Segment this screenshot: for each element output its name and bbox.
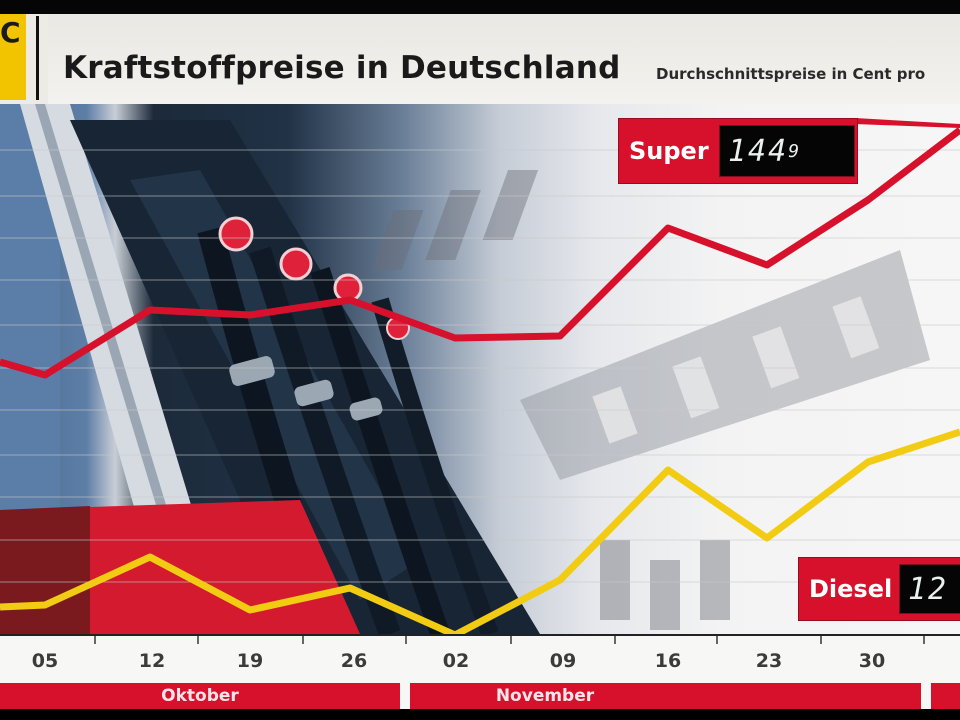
month-separator: [921, 683, 931, 709]
diesel-readout: Diesel 12: [798, 557, 960, 621]
x-tick-label: 23: [755, 650, 783, 672]
x-tick-label: 19: [236, 650, 264, 672]
diesel-label: Diesel: [809, 575, 893, 603]
tick-mark: [197, 636, 199, 644]
x-tick-label: 16: [654, 650, 682, 672]
x-tick-label: 05: [31, 650, 59, 672]
diesel-price-display: 12: [899, 564, 960, 614]
x-tick-label: 12: [138, 650, 166, 672]
super-price-decimal: 9: [788, 140, 802, 162]
super-price-display: 144 9: [719, 125, 855, 177]
month-separator: [400, 683, 410, 709]
month-bar-oktober: Oktober: [0, 683, 400, 709]
tick-mark: [405, 636, 407, 644]
tick-mark: [510, 636, 512, 644]
header-background: [48, 14, 960, 104]
header-divider: [36, 16, 39, 100]
plot-area: [0, 104, 960, 634]
tick-mark: [302, 636, 304, 644]
tick-mark: [923, 636, 925, 644]
super-price-line: [0, 127, 960, 379]
tick-mark: [716, 636, 718, 644]
tick-mark: [94, 636, 96, 644]
bottom-letterbox: [0, 709, 960, 720]
header-bar: [0, 14, 960, 104]
diesel-price-value: 12: [908, 571, 949, 607]
tick-mark: [820, 636, 822, 644]
x-tick-label: 02: [442, 650, 470, 672]
month-bar-next: [931, 683, 960, 709]
super-label: Super: [629, 137, 709, 165]
x-axis: 05 12 19 26 02 09 16 23 30: [0, 634, 960, 684]
month-label: Oktober: [161, 686, 239, 706]
tick-mark: [614, 636, 616, 644]
diesel-price-line: [0, 428, 960, 634]
chart-title: Kraftstoffpreise in Deutschland: [63, 50, 621, 86]
fuel-pump-background-illustration: [0, 104, 960, 634]
super-readout: Super 144 9: [618, 118, 858, 184]
super-price-value: 144: [728, 133, 789, 169]
month-bar-november: November: [410, 683, 921, 709]
chart-subtitle: Durchschnittspreise in Cent pro: [656, 65, 926, 83]
top-letterbox: [0, 0, 960, 14]
logo-badge: C: [0, 14, 26, 100]
x-tick-label: 26: [340, 650, 368, 672]
axis-spacer: [0, 682, 960, 683]
month-label: November: [495, 686, 595, 706]
logo-text: C: [0, 16, 21, 49]
x-tick-label: 30: [858, 650, 886, 672]
x-tick-label: 09: [549, 650, 577, 672]
